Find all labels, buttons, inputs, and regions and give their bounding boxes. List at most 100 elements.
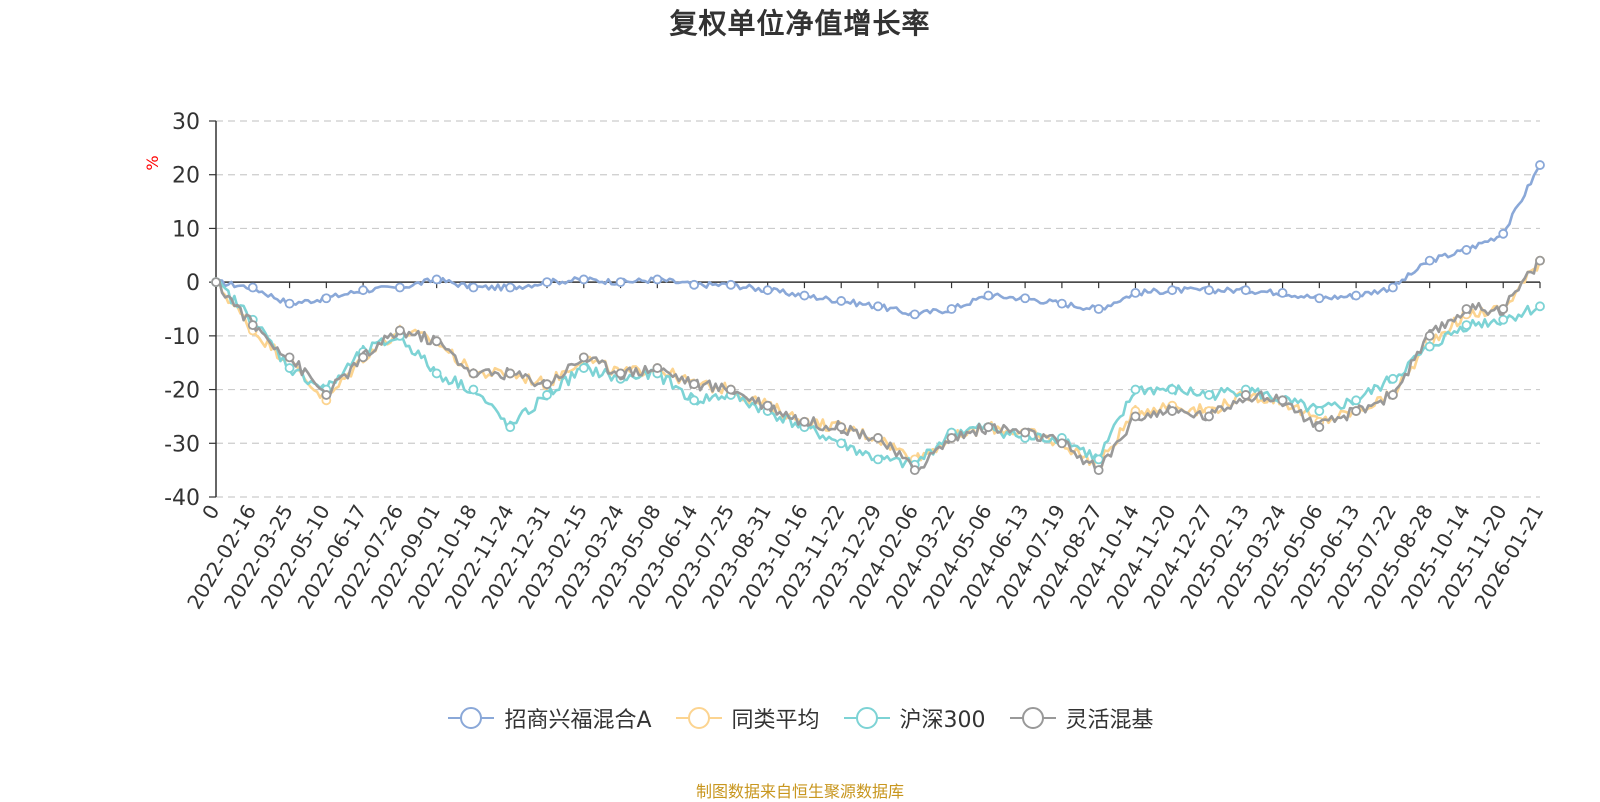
data-point	[358, 352, 369, 363]
data-point	[1498, 228, 1509, 239]
data-point	[1167, 384, 1178, 395]
data-point	[689, 395, 700, 406]
data-point	[1020, 427, 1031, 438]
data-point	[1130, 287, 1141, 298]
data-point	[1314, 293, 1325, 304]
data-point	[1167, 406, 1178, 416]
y-tick-label: -40	[164, 486, 200, 511]
data-point	[1535, 160, 1545, 170]
data-point	[505, 282, 516, 293]
data-point	[1498, 314, 1509, 325]
data-point	[284, 352, 295, 363]
data-point	[431, 274, 442, 285]
data-point	[542, 379, 552, 390]
data-point	[1130, 411, 1141, 422]
chart-title: 复权单位净值增长率	[669, 7, 931, 40]
data-point	[1167, 285, 1178, 296]
data-point	[1424, 255, 1435, 266]
data-point	[762, 285, 773, 296]
data-point	[578, 274, 589, 285]
data-point	[762, 400, 773, 411]
data-point	[1387, 390, 1398, 400]
y-axis-unit: %	[143, 155, 162, 170]
legend-label: 灵活混基	[1065, 708, 1154, 733]
legend-marker-icon	[448, 707, 495, 729]
data-point	[1056, 298, 1067, 309]
data-point	[468, 368, 479, 379]
data-point	[652, 363, 663, 373]
data-point	[247, 320, 258, 331]
data-point	[873, 301, 883, 312]
data-point	[1498, 304, 1509, 314]
series-layer	[211, 160, 1545, 476]
data-point	[542, 390, 552, 400]
x-tick-label: 0	[197, 501, 224, 524]
y-tick-label: -20	[164, 379, 200, 404]
data-point	[836, 422, 847, 433]
data-point	[394, 282, 405, 293]
data-point	[1461, 320, 1472, 331]
data-point	[1461, 245, 1472, 255]
legend-label: 沪深300	[899, 708, 986, 733]
data-point	[247, 282, 258, 293]
data-point	[578, 352, 589, 363]
data-point	[578, 363, 589, 373]
y-tick-label: 20	[172, 164, 200, 189]
data-point	[725, 279, 736, 290]
data-point	[725, 384, 736, 395]
data-point	[431, 336, 442, 347]
legend-label: 同类平均	[731, 708, 820, 733]
source-note: 制图数据来自恒生聚源数据库	[695, 782, 904, 801]
data-point	[1056, 438, 1067, 449]
data-point	[909, 465, 920, 476]
data-point	[983, 290, 994, 301]
data-point	[505, 422, 516, 433]
data-point	[321, 390, 332, 400]
data-point	[542, 277, 552, 288]
grid-layer	[216, 120, 1540, 498]
data-point	[1535, 301, 1545, 312]
data-point	[1351, 395, 1362, 406]
y-tick-label: 30	[172, 110, 200, 135]
data-point	[799, 290, 810, 301]
data-point	[1535, 255, 1545, 266]
data-point	[799, 416, 810, 427]
data-point	[284, 298, 295, 309]
data-point	[652, 274, 663, 285]
data-point	[1093, 304, 1104, 314]
data-point	[836, 296, 847, 306]
data-point	[394, 325, 405, 336]
data-point	[689, 279, 700, 290]
legend: 招商兴福混合A 同类平均 沪深300 灵活混基	[0, 702, 1600, 734]
data-point	[1314, 406, 1325, 416]
data-point	[689, 379, 700, 390]
data-point	[615, 368, 626, 379]
legend-item[interactable]: 同类平均	[674, 702, 820, 734]
data-point	[431, 368, 442, 379]
data-point	[836, 438, 847, 449]
data-point	[1314, 422, 1325, 433]
legend-item[interactable]: 招商兴福混合A	[446, 702, 652, 734]
data-point	[1240, 285, 1251, 296]
data-point	[505, 368, 516, 379]
data-point	[1204, 285, 1214, 296]
line-chart: 3020100-10-20-30-40%02022-02-162022-03-2…	[143, 110, 1548, 613]
data-point	[358, 285, 369, 296]
data-point	[1204, 390, 1214, 400]
y-tick-label: -30	[164, 432, 200, 457]
data-point	[1424, 341, 1435, 352]
data-point	[1424, 330, 1435, 341]
data-point	[983, 422, 994, 433]
legend-marker-icon	[1009, 707, 1056, 729]
data-point	[1130, 384, 1141, 395]
data-point	[909, 309, 920, 320]
data-point	[211, 277, 221, 288]
legend-item[interactable]: 灵活混基	[1008, 702, 1154, 734]
data-point	[873, 433, 883, 443]
data-point	[1204, 411, 1214, 422]
y-tick-label: 0	[186, 271, 200, 296]
data-point	[946, 304, 957, 314]
data-point	[1387, 373, 1398, 384]
legend-item[interactable]: 沪深300	[842, 702, 986, 734]
data-point	[615, 277, 626, 288]
